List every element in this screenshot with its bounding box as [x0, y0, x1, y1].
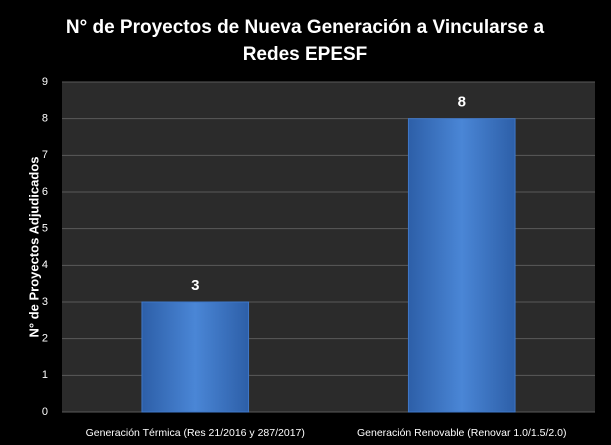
data-label: 8: [458, 94, 466, 111]
y-tick-label: 4: [42, 259, 48, 271]
bar: [407, 118, 516, 413]
x-tick-label: Generación Renovable (Renovar 1.0/1.5/2.…: [357, 427, 567, 439]
y-tick-label: 9: [42, 76, 48, 88]
y-tick-label: 3: [42, 296, 48, 308]
y-axis-label: N° de Proyectos Adjudicados: [26, 157, 41, 338]
y-tick-label: 2: [42, 333, 48, 345]
y-tick-label: 5: [42, 223, 48, 235]
y-tick-label: 7: [42, 149, 48, 161]
data-label: 3: [191, 277, 199, 294]
y-tick-label: 8: [42, 113, 48, 125]
y-tick-label: 1: [42, 369, 48, 381]
y-tick-label: 0: [42, 406, 48, 418]
y-tick-label: 6: [42, 186, 48, 198]
x-tick-label: Generación Térmica (Res 21/2016 y 287/20…: [86, 427, 305, 439]
chart-title: N° de Proyectos de Nueva Generación a Vi…: [65, 17, 545, 65]
bar: [141, 301, 250, 413]
